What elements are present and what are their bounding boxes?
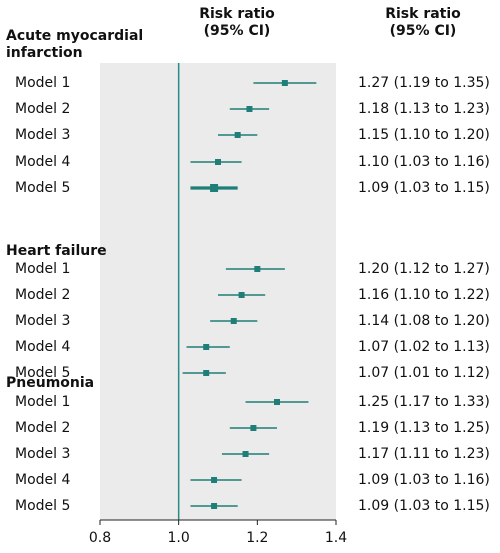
row-label: Model 1 xyxy=(15,75,71,91)
ci-value-text: 1.25 (1.17 to 1.33) xyxy=(358,394,490,410)
point-estimate-marker xyxy=(211,503,218,509)
point-estimate-marker xyxy=(250,425,257,431)
plot-panel-background xyxy=(100,63,336,520)
ci-value-text: 1.18 (1.13 to 1.23) xyxy=(358,101,490,117)
row-label: Model 3 xyxy=(15,127,71,143)
plot-column-header: Risk ratio (95% CI) xyxy=(172,6,302,40)
ci-value-text: 1.27 (1.19 to 1.35) xyxy=(358,75,490,91)
ci-value-text: 1.16 (1.10 to 1.22) xyxy=(358,287,490,303)
group-label: infarction xyxy=(6,45,83,61)
point-estimate-marker xyxy=(274,399,280,405)
x-tick-label: 1.0 xyxy=(167,530,190,546)
ci-value-text: 1.17 (1.11 to 1.23) xyxy=(358,446,490,462)
group-label: Heart failure xyxy=(6,243,107,259)
point-estimate-marker xyxy=(281,80,288,86)
ci-value-text: 1.15 (1.10 to 1.20) xyxy=(358,127,490,143)
point-estimate-marker xyxy=(242,451,249,457)
row-label: Model 3 xyxy=(15,313,71,329)
row-label: Model 3 xyxy=(15,446,71,462)
row-label: Model 4 xyxy=(15,154,71,170)
row-label: Model 2 xyxy=(15,287,71,303)
row-label: Model 2 xyxy=(15,420,71,436)
ci-value-text: 1.09 (1.03 to 1.16) xyxy=(358,472,490,488)
row-label: Model 5 xyxy=(15,498,71,514)
ci-value-text: 1.09 (1.03 to 1.15) xyxy=(358,498,490,514)
point-estimate-marker xyxy=(210,184,219,192)
point-estimate-marker xyxy=(203,344,210,350)
ci-value-text: 1.10 (1.03 to 1.16) xyxy=(358,154,490,170)
row-label: Model 1 xyxy=(15,261,71,277)
ci-value-text: 1.07 (1.02 to 1.13) xyxy=(358,339,490,355)
point-estimate-marker xyxy=(230,318,237,324)
group-label: Pneumonia xyxy=(6,375,95,391)
ci-value-text: 1.14 (1.08 to 1.20) xyxy=(358,313,490,329)
row-label: Model 2 xyxy=(15,101,71,117)
point-estimate-marker xyxy=(238,292,245,298)
row-label: Model 4 xyxy=(15,472,71,488)
ci-value-text: 1.07 (1.01 to 1.12) xyxy=(358,365,490,381)
point-estimate-marker xyxy=(234,132,241,138)
ci-column-header: Risk ratio (95% CI) xyxy=(358,6,488,40)
plot-column-header-line-2: (95% CI) xyxy=(203,23,271,39)
row-label: Model 4 xyxy=(15,339,71,355)
point-estimate-marker xyxy=(203,370,210,376)
point-estimate-marker xyxy=(211,477,218,483)
ci-column-header-line-2: (95% CI) xyxy=(389,23,457,39)
ci-value-text: 1.09 (1.03 to 1.15) xyxy=(358,180,490,196)
ci-value-text: 1.19 (1.13 to 1.25) xyxy=(358,420,490,436)
ci-value-text: 1.20 (1.12 to 1.27) xyxy=(358,261,490,277)
x-tick-label: 1.4 xyxy=(324,530,348,546)
point-estimate-marker xyxy=(254,266,261,272)
row-label: Model 5 xyxy=(15,365,71,381)
row-label: Model 5 xyxy=(15,180,71,196)
plot-column-header-line-1: Risk ratio xyxy=(199,6,275,22)
x-tick-label: 1.2 xyxy=(246,530,269,546)
point-estimate-marker xyxy=(215,159,221,165)
point-estimate-marker xyxy=(246,106,253,112)
group-label: Acute myocardial xyxy=(6,28,144,44)
x-tick-label: 0.8 xyxy=(88,530,112,546)
ci-column-header-line-1: Risk ratio xyxy=(385,6,461,22)
row-label: Model 1 xyxy=(15,394,71,410)
